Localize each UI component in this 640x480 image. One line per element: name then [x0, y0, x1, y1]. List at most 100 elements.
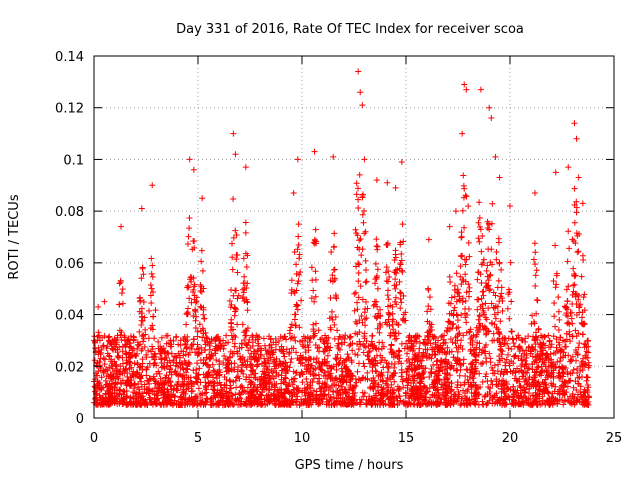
data-point — [348, 357, 355, 364]
data-point — [546, 338, 553, 345]
data-point — [453, 398, 460, 405]
data-point — [287, 324, 294, 331]
chart-title: Day 331 of 2016, Rate Of TEC Index for r… — [176, 22, 524, 37]
data-point — [213, 400, 220, 407]
data-point — [222, 401, 229, 408]
data-point — [491, 370, 498, 377]
data-point — [570, 366, 577, 373]
data-point — [242, 229, 249, 236]
data-point — [430, 399, 437, 406]
data-point — [127, 354, 134, 361]
data-point — [140, 335, 147, 342]
data-point — [247, 381, 254, 388]
data-point — [168, 383, 175, 390]
data-point — [478, 248, 485, 255]
data-point — [455, 290, 462, 297]
data-point — [373, 298, 380, 305]
data-point — [363, 278, 370, 285]
data-point — [119, 377, 126, 384]
data-point — [253, 332, 260, 339]
data-point — [485, 277, 492, 284]
data-point — [353, 230, 360, 237]
data-point — [359, 296, 366, 303]
data-point — [574, 369, 581, 376]
data-point — [232, 151, 239, 158]
data-point — [291, 316, 298, 323]
data-point — [581, 291, 588, 298]
data-point — [340, 389, 347, 396]
data-point — [487, 286, 494, 293]
data-point — [506, 362, 513, 369]
data-point — [362, 279, 369, 286]
data-point — [147, 281, 154, 288]
data-point — [383, 264, 390, 271]
data-point — [350, 384, 357, 391]
data-point — [238, 401, 245, 408]
data-point — [370, 398, 377, 405]
data-point — [167, 362, 174, 369]
data-point — [243, 342, 250, 349]
data-point — [184, 362, 191, 369]
data-point — [359, 191, 366, 198]
data-point — [580, 256, 587, 263]
data-point — [328, 365, 335, 372]
data-point — [548, 356, 555, 363]
data-point — [475, 329, 482, 336]
data-point — [165, 340, 172, 347]
data-point — [510, 391, 517, 398]
data-point — [460, 332, 467, 339]
data-point — [430, 362, 437, 369]
data-point — [386, 322, 393, 329]
data-point — [143, 389, 150, 396]
data-point — [557, 358, 564, 365]
data-point — [491, 311, 498, 318]
data-point — [359, 375, 366, 382]
data-point — [570, 265, 577, 272]
data-point — [136, 364, 143, 371]
data-point — [480, 256, 487, 263]
data-point — [501, 390, 508, 397]
data-point — [377, 323, 384, 330]
data-point — [384, 390, 391, 397]
data-point — [241, 337, 248, 344]
data-point — [352, 289, 359, 296]
data-point — [198, 247, 205, 254]
data-point — [365, 349, 372, 356]
data-point — [426, 374, 433, 381]
data-point — [262, 371, 269, 378]
data-point — [138, 275, 145, 282]
data-point — [431, 378, 438, 385]
data-point — [485, 384, 492, 391]
data-point — [164, 359, 171, 366]
data-point — [159, 381, 166, 388]
data-point — [515, 399, 522, 406]
data-point — [165, 350, 172, 357]
data-point — [115, 352, 122, 359]
data-point — [412, 352, 419, 359]
data-point — [179, 373, 186, 380]
data-point — [442, 383, 449, 390]
data-point — [582, 361, 589, 368]
data-point — [431, 333, 438, 340]
data-point — [398, 251, 405, 258]
data-point — [154, 381, 161, 388]
data-point — [385, 384, 392, 391]
data-point — [409, 342, 416, 349]
data-point — [526, 365, 533, 372]
data-point — [371, 377, 378, 384]
data-point — [140, 271, 147, 278]
data-point — [223, 332, 230, 339]
data-point — [287, 335, 294, 342]
data-point — [480, 288, 487, 295]
data-point — [534, 380, 541, 387]
data-point — [345, 354, 352, 361]
data-point — [372, 368, 379, 375]
data-point — [331, 321, 338, 328]
data-point — [362, 322, 369, 329]
data-point — [317, 336, 324, 343]
data-point — [403, 390, 410, 397]
data-point — [240, 370, 247, 377]
data-point — [364, 352, 371, 359]
data-point — [462, 271, 469, 278]
